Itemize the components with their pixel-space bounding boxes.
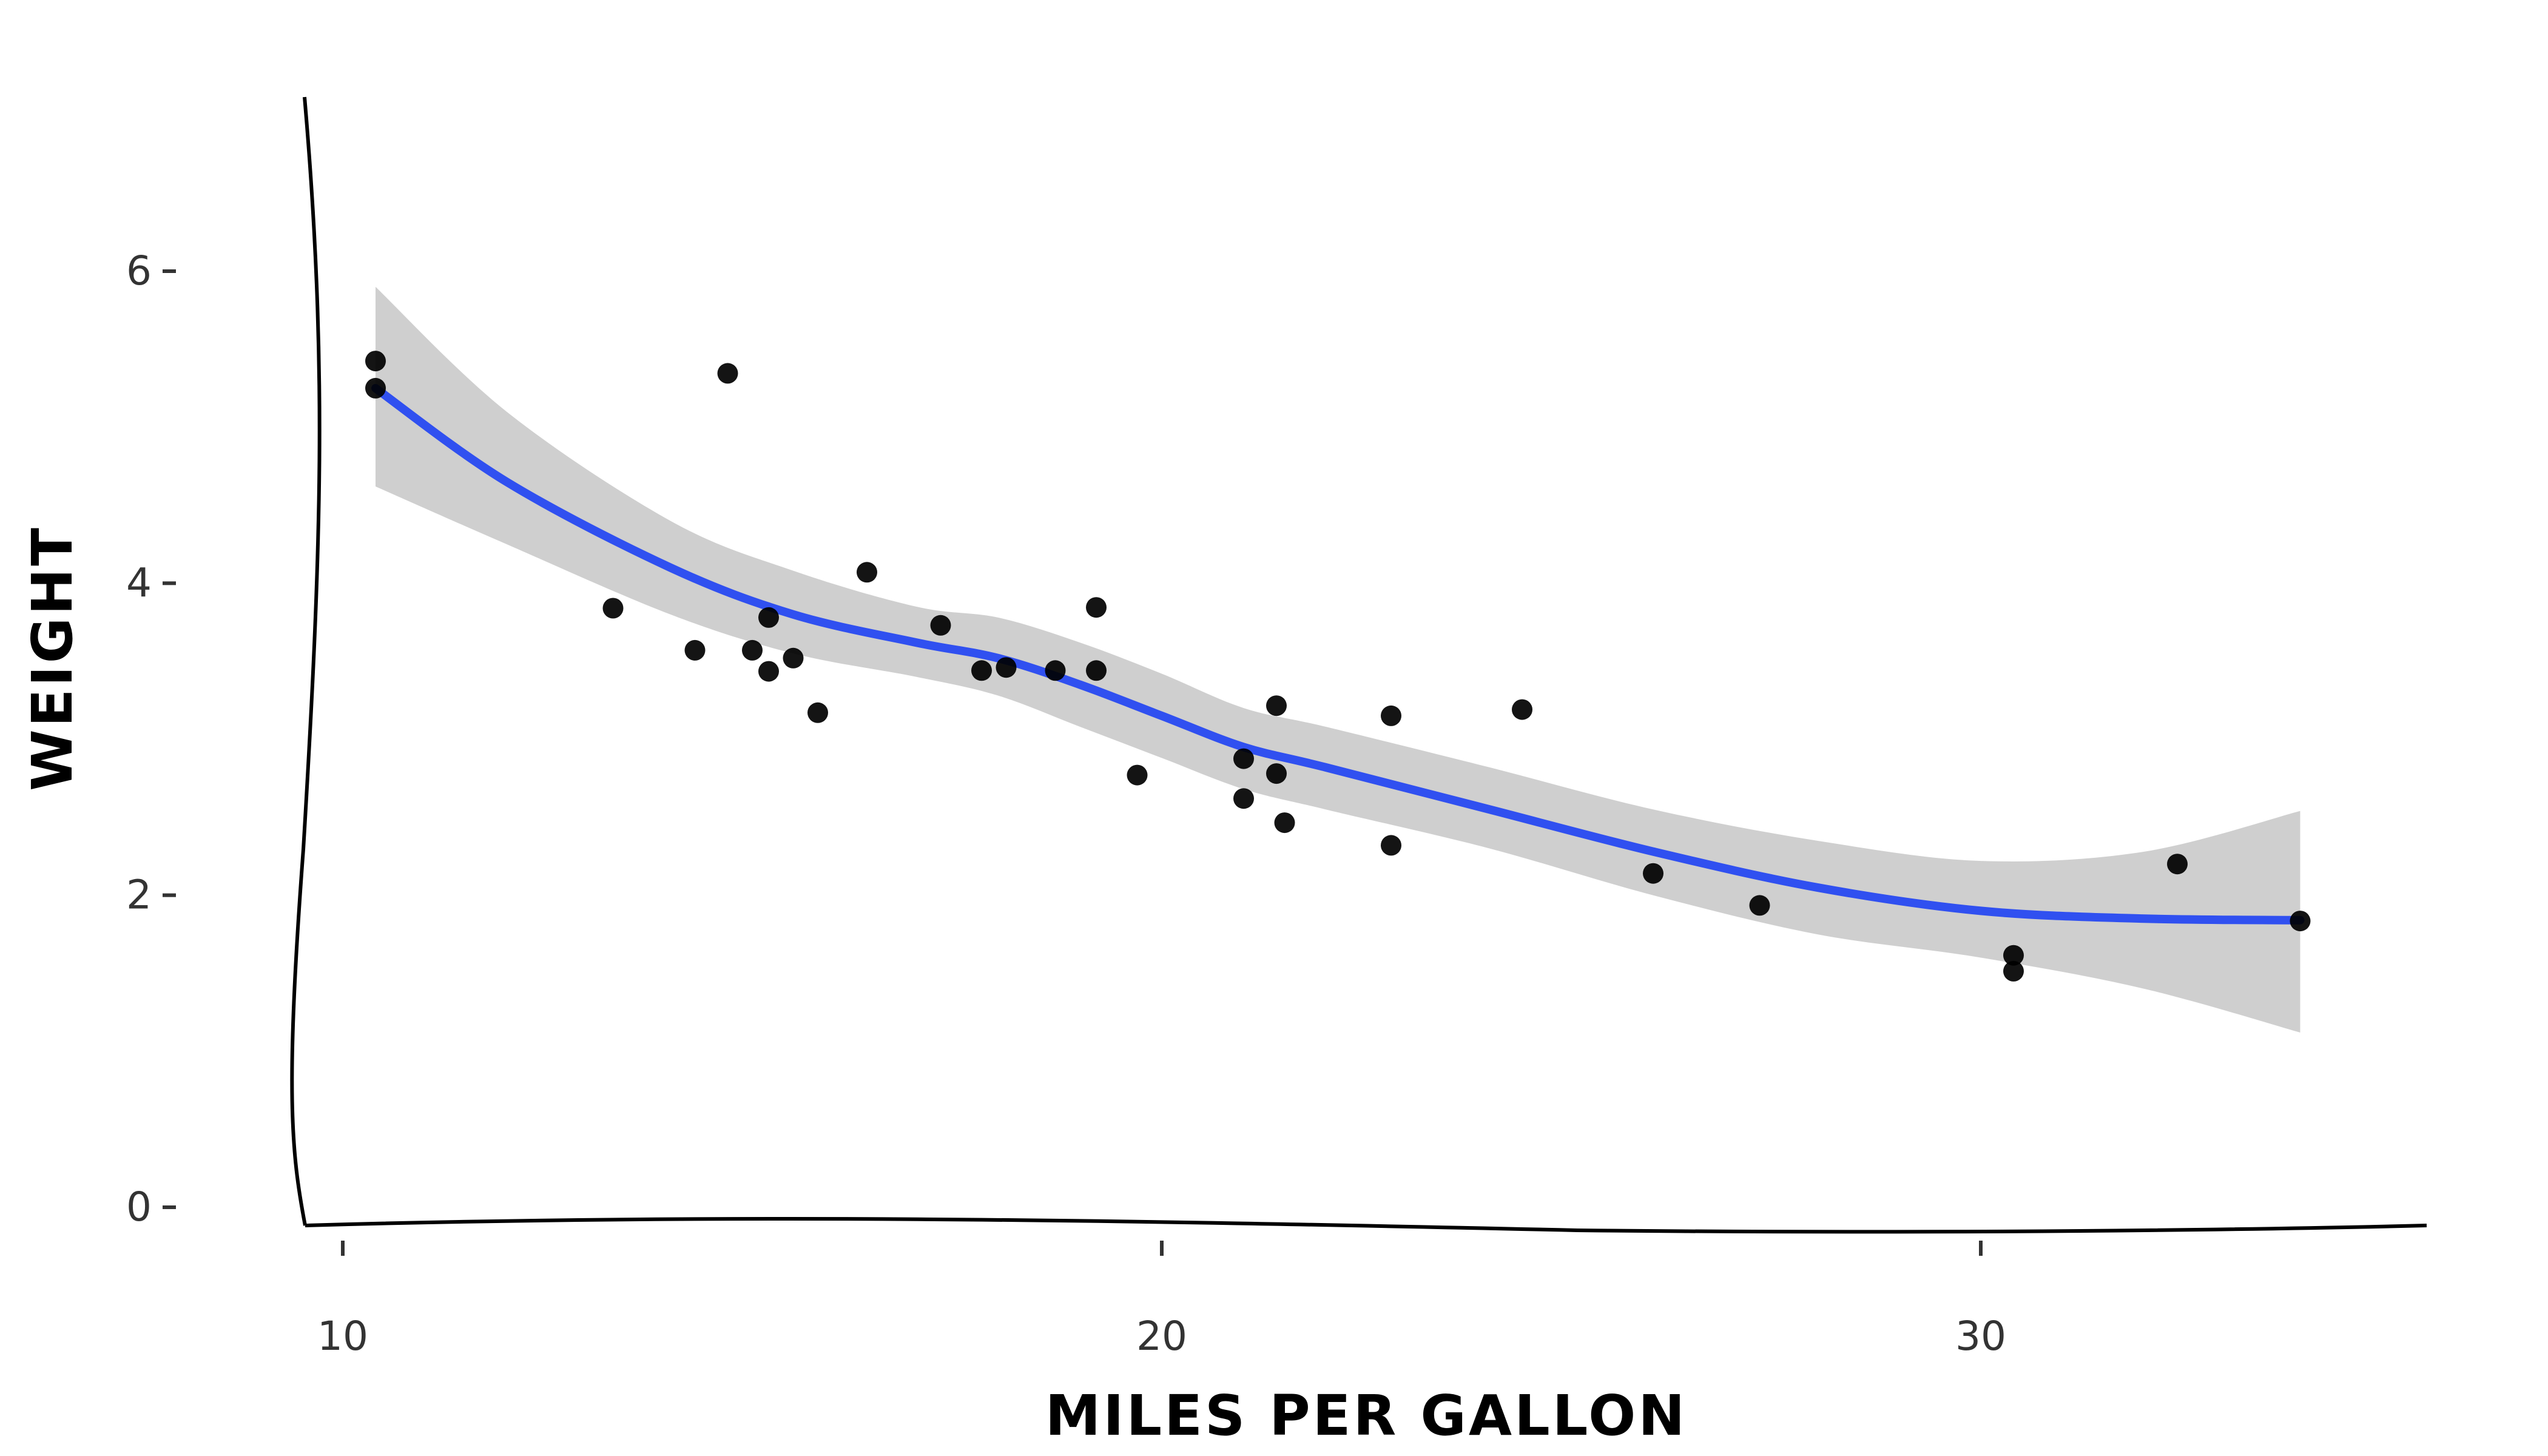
confidence-band [376, 286, 2300, 1033]
x-tick-label: 30 [1955, 1313, 2006, 1360]
data-point [996, 657, 1017, 678]
data-point [2003, 960, 2024, 982]
data-point [1266, 763, 1287, 784]
x-axis-title: MILES PER GALLON [1045, 1383, 1688, 1448]
data-point [2290, 911, 2311, 932]
smooth-line [371, 383, 2305, 925]
smooth-line-layer [371, 383, 2305, 925]
data-point [758, 607, 779, 628]
data-point [684, 639, 706, 661]
data-point [1512, 699, 1532, 720]
data-point [717, 363, 738, 384]
data-point [1749, 895, 1770, 916]
data-point [1266, 695, 1287, 716]
data-points-layer [365, 351, 2311, 982]
data-point [783, 647, 804, 669]
x-tick-label: 10 [317, 1313, 368, 1360]
data-point [742, 639, 763, 661]
data-point [2003, 945, 2024, 966]
data-point [1045, 660, 1066, 681]
data-point [857, 562, 877, 583]
data-point [1086, 660, 1107, 681]
x-axis-ticks: 10 20 30 [317, 1241, 2006, 1360]
data-point [758, 661, 779, 682]
y-tick-label: 0 [126, 1184, 152, 1230]
data-point [602, 598, 624, 619]
y-tick-label: 6 [126, 248, 152, 294]
y-tick-label: 4 [126, 559, 152, 606]
data-point [365, 351, 386, 372]
y-axis-title: WEIGHT [20, 525, 85, 791]
data-point [1233, 788, 1254, 809]
y-tick-label: 2 [126, 872, 152, 918]
x-tick-label: 20 [1136, 1313, 1187, 1360]
data-point [971, 660, 992, 681]
y-axis-line [290, 96, 322, 1226]
data-point [2167, 854, 2188, 875]
data-point [365, 377, 386, 399]
confidence-band-layer [376, 286, 2300, 1033]
data-point [1643, 863, 1663, 884]
x-axis-line [305, 1216, 2427, 1234]
data-point [930, 615, 951, 636]
data-point [1381, 705, 1401, 726]
data-point [1274, 812, 1295, 834]
data-point [1233, 748, 1254, 769]
data-point [1127, 764, 1148, 786]
data-point [807, 702, 828, 723]
y-axis-ticks: 0 2 4 6 [126, 248, 176, 1230]
data-point [1086, 597, 1107, 618]
data-point [1381, 835, 1401, 856]
